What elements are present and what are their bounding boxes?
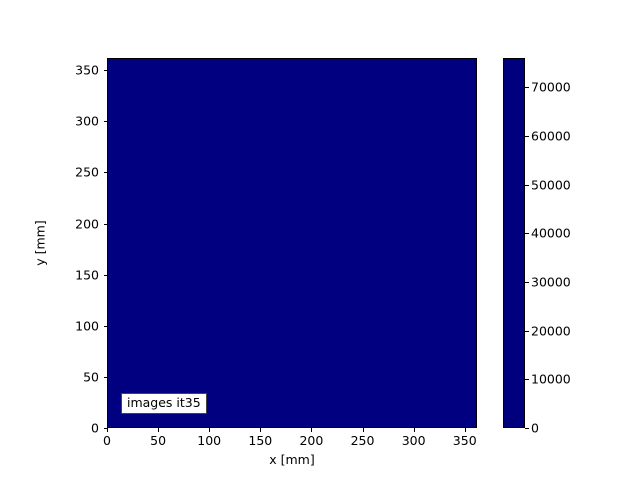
- y-tick-mark: [103, 274, 107, 276]
- colorbar-tick-label: 0: [531, 420, 539, 436]
- x-tick-label: 150: [248, 433, 273, 448]
- colorbar-tick-label: 40000: [531, 225, 571, 241]
- x-axis-label: x [mm]: [269, 452, 315, 467]
- x-tick-mark: [209, 428, 211, 432]
- colorbar-tick-mark: [525, 233, 529, 235]
- colorbar[interactable]: [503, 58, 525, 428]
- x-tick-label: 300: [401, 433, 426, 448]
- x-tick-mark: [413, 428, 415, 432]
- x-tick-label: 350: [452, 433, 477, 448]
- y-tick-mark: [103, 172, 107, 174]
- heatmap-image: [108, 59, 476, 427]
- x-tick-label: 250: [350, 433, 375, 448]
- colorbar-tick-label: 10000: [531, 371, 571, 387]
- y-tick-mark: [103, 121, 107, 123]
- y-tick-label: 300: [75, 113, 99, 129]
- y-tick-label: 200: [75, 216, 99, 232]
- annotation-label-images-it35: images it35: [121, 393, 207, 415]
- colorbar-tick-label: 70000: [531, 79, 571, 95]
- y-tick-label: 150: [75, 267, 99, 283]
- colorbar-tick-mark: [525, 428, 529, 429]
- x-tick-label: 200: [299, 433, 324, 448]
- colorbar-tick-mark: [525, 135, 529, 137]
- x-tick-label: 100: [197, 433, 222, 448]
- y-axis-label: y [mm]: [32, 220, 48, 266]
- y-tick-label: 100: [75, 318, 99, 334]
- colorbar-tick-mark: [525, 330, 529, 332]
- x-tick-mark: [107, 428, 108, 432]
- y-tick-label: 350: [75, 62, 99, 78]
- colorbar-tick-mark: [525, 281, 529, 283]
- colorbar-tick-label: 30000: [531, 274, 571, 290]
- x-tick-mark: [158, 428, 160, 432]
- heatmap-axes[interactable]: [107, 58, 477, 428]
- colorbar-tick-label: 50000: [531, 177, 571, 193]
- x-tick-mark: [362, 428, 364, 432]
- colorbar-tick-mark: [525, 379, 529, 381]
- y-tick-label: 250: [75, 164, 99, 180]
- colorbar-tick-mark: [525, 87, 529, 89]
- y-tick-mark: [103, 428, 107, 429]
- colorbar-gradient: [504, 59, 524, 427]
- y-tick-label: 0: [91, 420, 99, 436]
- y-tick-mark: [103, 376, 107, 378]
- x-tick-label: 0: [103, 433, 111, 448]
- y-tick-mark: [103, 223, 107, 225]
- y-tick-mark: [103, 70, 107, 72]
- x-tick-mark: [464, 428, 466, 432]
- y-tick-mark: [103, 325, 107, 327]
- colorbar-tick-mark: [525, 184, 529, 186]
- colorbar-tick-label: 20000: [531, 323, 571, 339]
- y-tick-label: 50: [83, 369, 99, 385]
- x-tick-mark: [311, 428, 313, 432]
- x-tick-mark: [260, 428, 262, 432]
- x-tick-label: 50: [150, 433, 167, 448]
- colorbar-tick-label: 60000: [531, 128, 571, 144]
